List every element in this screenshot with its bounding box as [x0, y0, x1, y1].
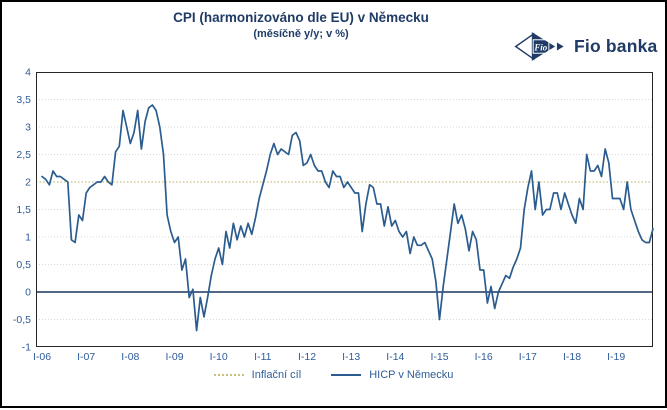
- x-tick-label: I-10: [210, 351, 228, 363]
- hicp-line-swatch: [331, 374, 362, 376]
- y-tick-label: 3,5: [16, 94, 31, 106]
- legend-item-hicp: HICP v Německu: [331, 369, 453, 381]
- x-tick-label: I-12: [298, 351, 316, 363]
- legend-label-hicp: HICP v Německu: [369, 369, 454, 381]
- x-tick-label: I-14: [386, 351, 404, 363]
- y-tick-label: 1,5: [16, 204, 31, 216]
- fio-banka-logo: Fio Fio banka: [513, 30, 657, 63]
- fio-flag-text: Fio: [533, 43, 547, 53]
- x-tick-label: I-06: [33, 351, 51, 363]
- y-tick-label: 0,5: [16, 259, 31, 271]
- target-line-swatch: [213, 374, 244, 376]
- x-tick-label: I-19: [607, 351, 625, 363]
- hicp-line: [41, 104, 654, 332]
- x-tick-label: I-09: [165, 351, 183, 363]
- legend-item-inflation-target: Inflační cíl: [213, 369, 302, 381]
- x-tick-label: I-16: [475, 351, 493, 363]
- x-tick-label: I-08: [121, 351, 139, 363]
- flag-arrow-tip: [556, 42, 564, 51]
- chart-subtitle: (měsíčně y/y; v %): [253, 28, 349, 40]
- y-tick-label: 2: [25, 177, 31, 189]
- x-tick-label: I-17: [519, 351, 537, 363]
- fio-flag-icon: Fio: [514, 32, 564, 61]
- flag-text-box: [532, 39, 550, 54]
- x-tick-label: I-11: [254, 351, 271, 363]
- x-tick-label: I-07: [77, 351, 95, 363]
- plot-border: [36, 72, 653, 347]
- y-tick-label: 4: [25, 67, 31, 79]
- y-tick-label: -1: [22, 342, 31, 354]
- y-tick-label: 2,5: [16, 149, 31, 161]
- x-tick-label: I-15: [430, 351, 448, 363]
- chart-title: CPI (harmonizováno dle EU) v Německu: [173, 10, 429, 25]
- legend-label-inflation-target: Inflační cíl: [251, 369, 302, 381]
- y-tick-label: -0,5: [13, 314, 31, 326]
- chart-legend: Inflační cíl HICP v Německu: [2, 369, 665, 381]
- y-tick-label: 0: [25, 287, 31, 299]
- y-tick-label: 1: [25, 232, 31, 244]
- y-tick-label: 3: [25, 122, 31, 134]
- x-tick-label: I-18: [563, 351, 581, 363]
- brand-name: Fio banka: [574, 36, 658, 56]
- x-tick-label: I-13: [342, 351, 360, 363]
